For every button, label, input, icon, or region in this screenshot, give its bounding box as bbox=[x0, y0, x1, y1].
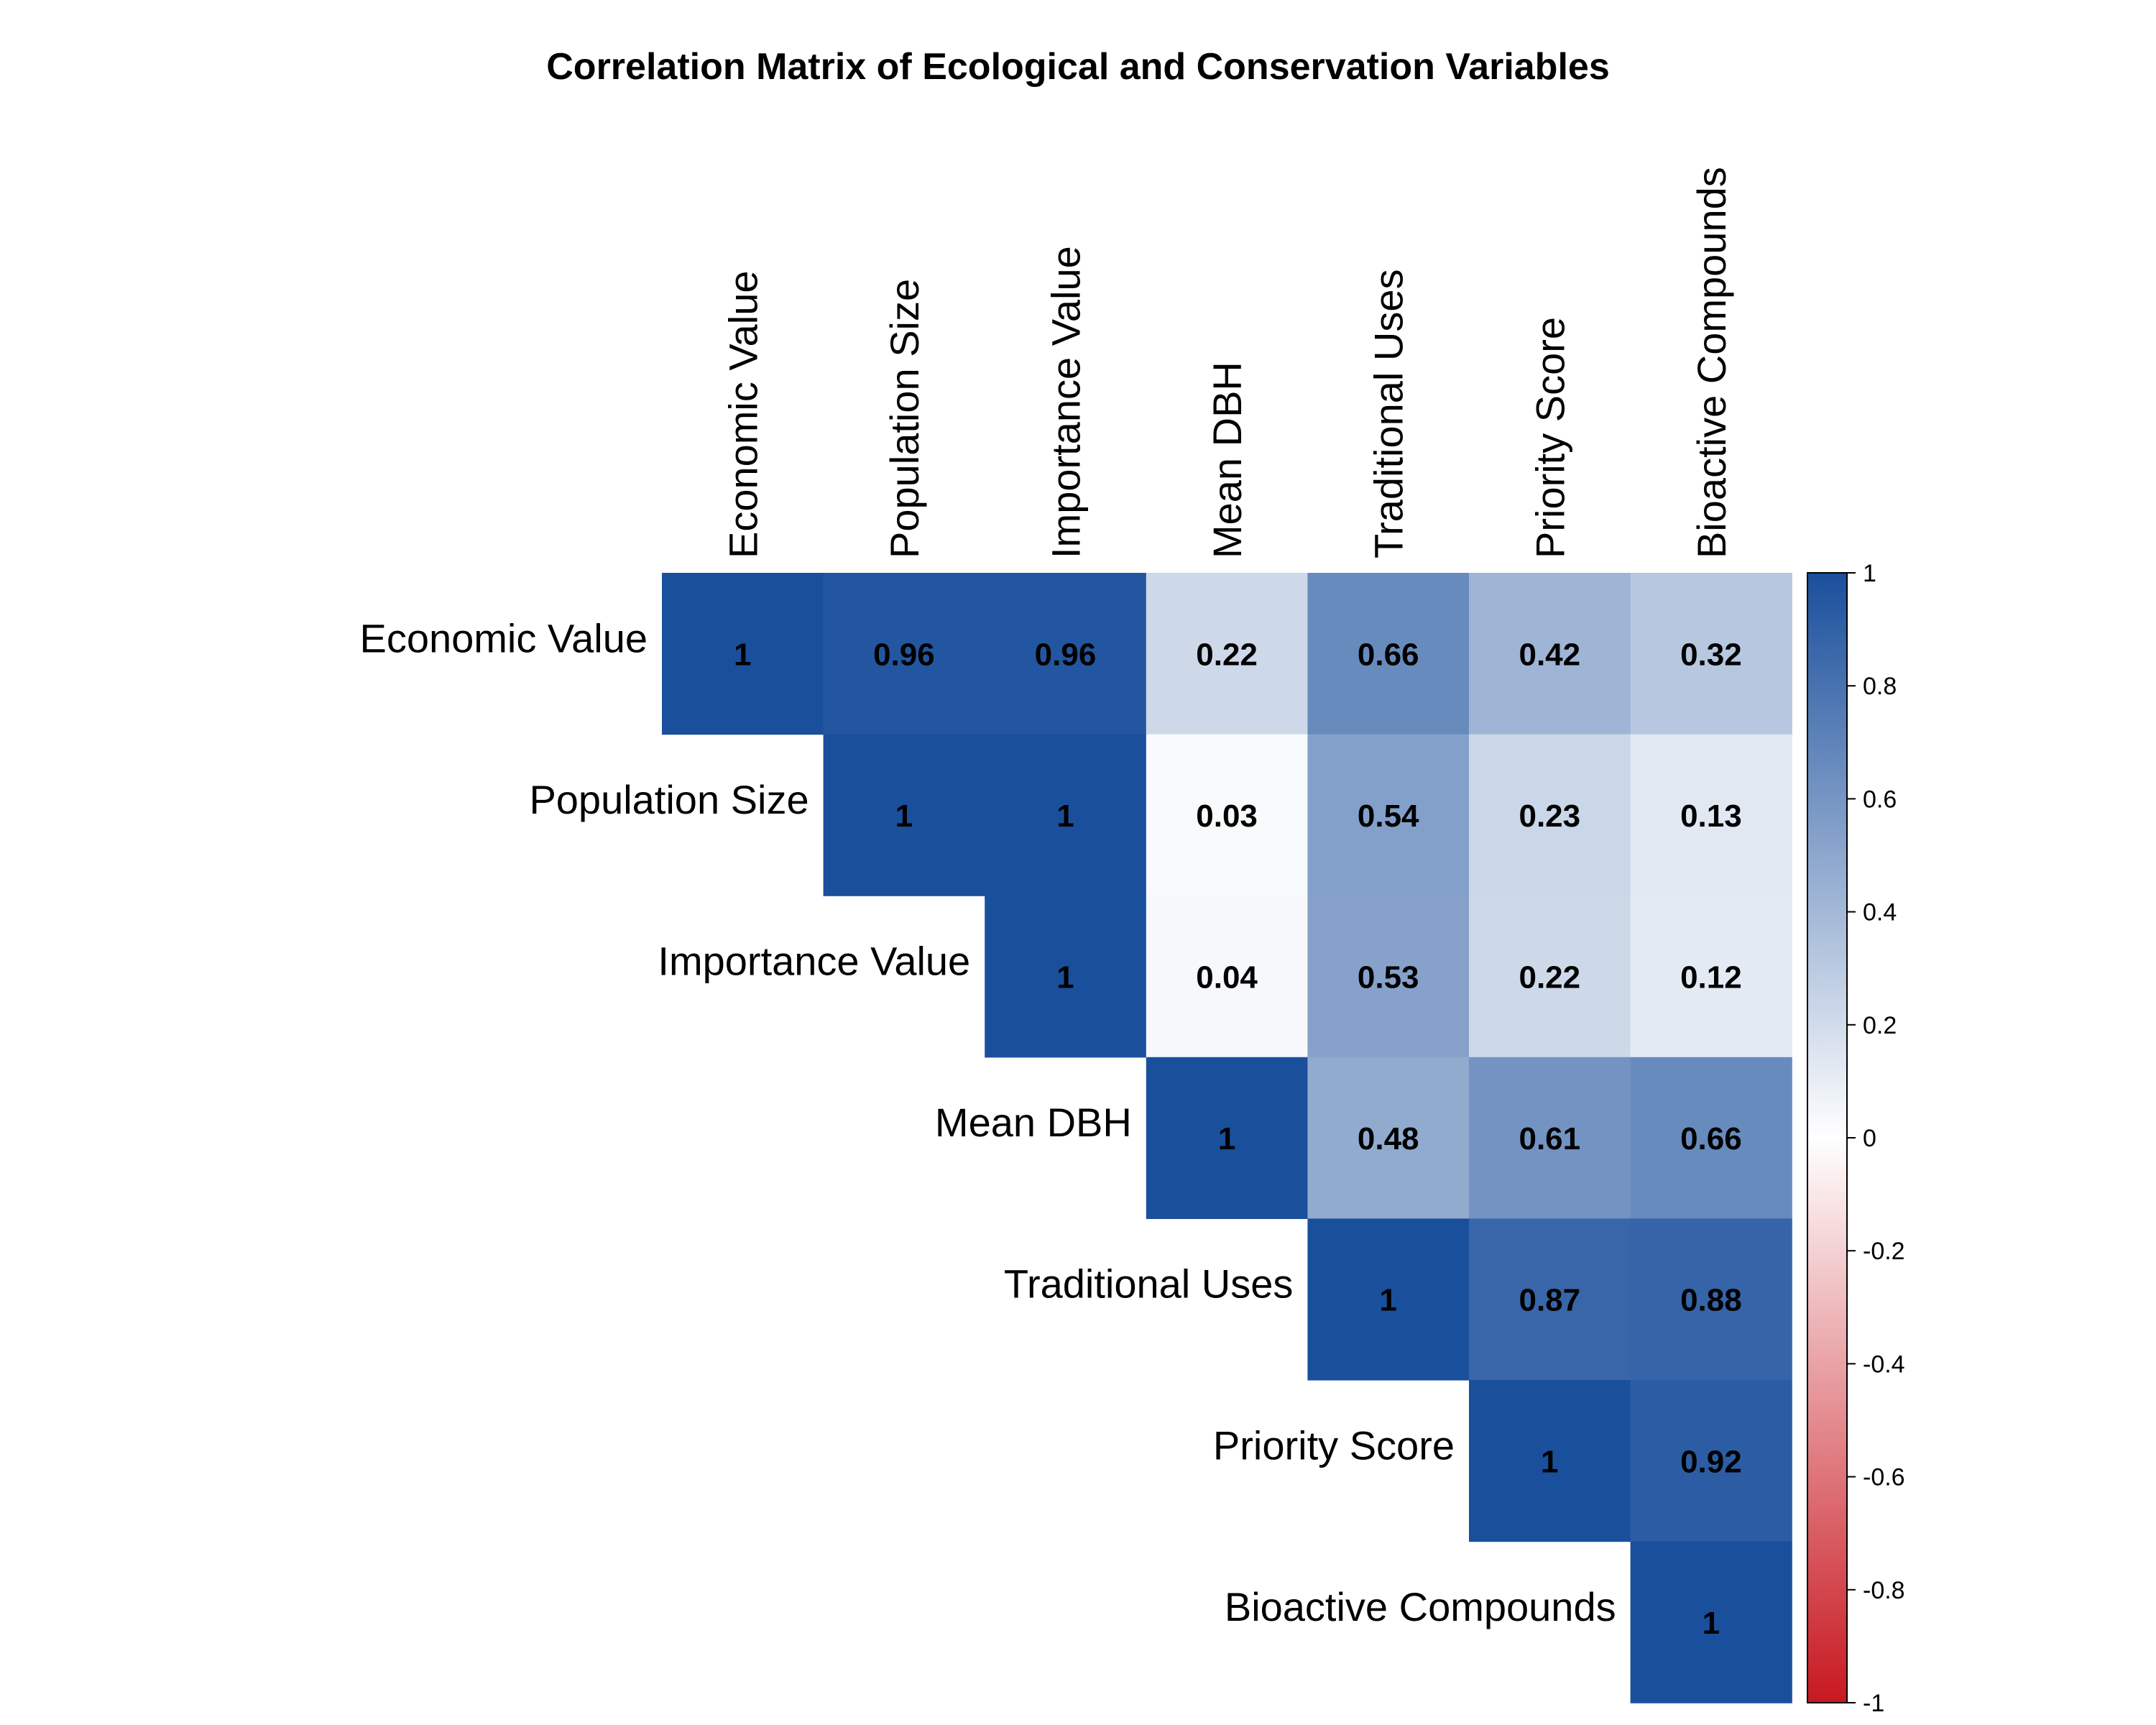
heatmap-cell bbox=[1307, 734, 1470, 896]
cell-value-label: 0.48 bbox=[1358, 1121, 1419, 1156]
cell-value-label: 1 bbox=[1541, 1444, 1558, 1479]
cell-value-label: 0.42 bbox=[1519, 637, 1580, 672]
column-label: Priority Score bbox=[1527, 317, 1572, 558]
column-label: Importance Value bbox=[1044, 246, 1089, 558]
heatmap-cells: 1 0.96 0.96 0.22 0.66 0.42 0.32 1 1 0.03 0.54 0.23 0… bbox=[662, 573, 1792, 1703]
colorbar-tick-label: 1 bbox=[1863, 560, 1876, 587]
row-label: Priority Score bbox=[1213, 1422, 1455, 1468]
row-label: Population Size bbox=[529, 777, 808, 822]
colorbar-tick-label: -0.2 bbox=[1863, 1238, 1905, 1265]
colorbar-tick-label: 0 bbox=[1863, 1125, 1876, 1152]
colorbar-tick-label: 0.2 bbox=[1863, 1012, 1897, 1039]
cell-value-label: 1 bbox=[1703, 1606, 1720, 1641]
cell-value-label: 0.53 bbox=[1358, 960, 1419, 995]
colorbar-tick-label: -0.6 bbox=[1863, 1464, 1905, 1491]
row-label: Importance Value bbox=[658, 939, 970, 984]
row-label: Bioactive Compounds bbox=[1225, 1584, 1616, 1629]
chart-title: Correlation Matrix of Ecological and Con… bbox=[546, 46, 1610, 88]
heatmap-cell bbox=[1469, 1380, 1631, 1542]
cell-value-label: 1 bbox=[1056, 960, 1074, 995]
heatmap-cell bbox=[1630, 1057, 1792, 1219]
heatmap-cell bbox=[1146, 734, 1308, 896]
colorbar-tick-label: 0.6 bbox=[1863, 786, 1897, 813]
cell-value-label: 0.96 bbox=[1035, 637, 1097, 672]
column-label: Economic Value bbox=[720, 270, 765, 558]
heatmap-cell bbox=[1146, 1057, 1308, 1219]
cell-value-label: 0.23 bbox=[1519, 799, 1580, 834]
heatmap-cell bbox=[1307, 1218, 1470, 1381]
colorbar-tick-label: -0.4 bbox=[1863, 1351, 1905, 1378]
column-label: Traditional Uses bbox=[1366, 269, 1411, 558]
cell-value-label: 1 bbox=[895, 799, 913, 834]
column-label: Population Size bbox=[882, 279, 927, 558]
heatmap-cell bbox=[985, 573, 1147, 735]
heatmap-cell bbox=[1630, 1380, 1792, 1542]
heatmap-cell bbox=[985, 896, 1147, 1058]
row-labels: Economic Value Population Size Importance … bbox=[359, 615, 1616, 1629]
column-label: Bioactive Compounds bbox=[1689, 167, 1734, 558]
heatmap-cell bbox=[1630, 1541, 1792, 1703]
row-label: Economic Value bbox=[359, 615, 648, 661]
cell-value-label: 1 bbox=[1056, 799, 1074, 834]
cell-value-label: 0.54 bbox=[1358, 799, 1419, 834]
cell-value-label: 0.92 bbox=[1680, 1444, 1742, 1479]
heatmap-cell bbox=[1469, 1218, 1631, 1381]
heatmap-cell bbox=[1469, 734, 1631, 896]
cell-value-label: 1 bbox=[1218, 1121, 1235, 1156]
cell-value-label: 0.66 bbox=[1680, 1121, 1742, 1156]
cell-value-label: 0.88 bbox=[1680, 1283, 1742, 1318]
heatmap-cell bbox=[1469, 1057, 1631, 1219]
column-labels: Economic Value Population Size Importance … bbox=[720, 167, 1734, 558]
cell-value-label: 0.13 bbox=[1680, 799, 1742, 834]
colorbar-tick-label: -0.8 bbox=[1863, 1577, 1905, 1604]
cell-value-label: 0.96 bbox=[873, 637, 935, 672]
heatmap-cell bbox=[1146, 896, 1308, 1058]
heatmap-cell bbox=[1307, 573, 1470, 735]
heatmap-cell bbox=[985, 734, 1147, 896]
row-label: Traditional Uses bbox=[1004, 1261, 1294, 1307]
cell-value-label: 0.87 bbox=[1519, 1283, 1580, 1318]
colorbar-tick-label: -1 bbox=[1863, 1690, 1884, 1717]
row-label: Mean DBH bbox=[935, 1100, 1132, 1145]
cell-value-label: 0.61 bbox=[1519, 1121, 1580, 1156]
heatmap-cell bbox=[823, 734, 985, 896]
cell-value-label: 1 bbox=[734, 637, 751, 672]
cell-value-label: 1 bbox=[1379, 1283, 1396, 1318]
heatmap-cell bbox=[1630, 1218, 1792, 1381]
cell-value-label: 0.04 bbox=[1196, 960, 1258, 995]
heatmap-cell bbox=[823, 573, 985, 735]
cell-value-label: 0.22 bbox=[1196, 637, 1258, 672]
heatmap-cell bbox=[1630, 896, 1792, 1058]
cell-value-label: 0.03 bbox=[1196, 799, 1258, 834]
cell-value-label: 0.12 bbox=[1680, 960, 1742, 995]
heatmap-cell bbox=[1307, 896, 1470, 1058]
heatmap-cell bbox=[1307, 1057, 1470, 1219]
heatmap-cell bbox=[1630, 573, 1792, 735]
colorbar-gradient bbox=[1807, 572, 1848, 1703]
heatmap-cell bbox=[1469, 573, 1631, 735]
colorbar-tick-label: 0.4 bbox=[1863, 899, 1897, 926]
cell-value-label: 0.32 bbox=[1680, 637, 1742, 672]
heatmap-cell bbox=[1469, 896, 1631, 1058]
cell-value-label: 0.66 bbox=[1358, 637, 1419, 672]
heatmap-cell bbox=[1146, 573, 1308, 735]
colorbar: 1 0.8 0.6 0.4 0.2 0 -0.2 -0.4 -0.6 -0.8 -1 bbox=[1807, 560, 1905, 1717]
column-label: Mean DBH bbox=[1204, 362, 1250, 558]
heatmap-cell bbox=[662, 573, 824, 735]
colorbar-tick-label: 0.8 bbox=[1863, 673, 1897, 700]
cell-value-label: 0.22 bbox=[1519, 960, 1580, 995]
heatmap-cell bbox=[1630, 734, 1792, 896]
